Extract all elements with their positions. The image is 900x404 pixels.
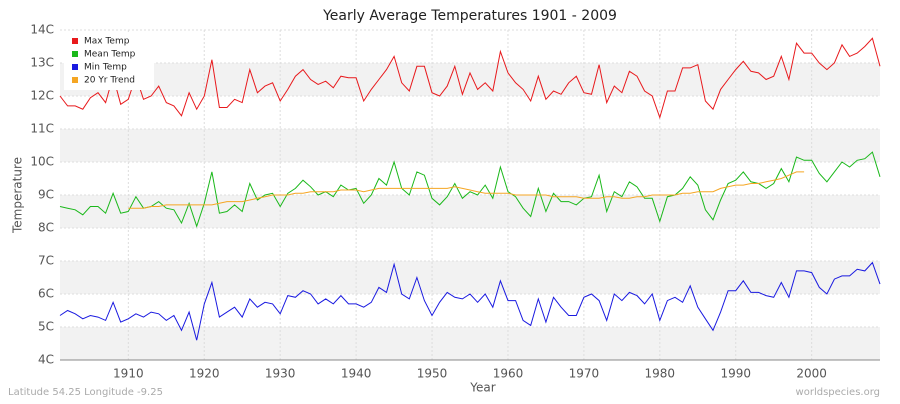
y-tick-label: 4C <box>38 353 54 367</box>
y-tick-label: 11C <box>30 122 54 136</box>
y-tick-label: 7C <box>38 254 54 268</box>
legend-swatch <box>72 64 78 70</box>
x-tick-label: 1940 <box>341 367 372 381</box>
grid-band <box>60 327 880 360</box>
x-axis-label: Year <box>469 381 495 395</box>
grid-band <box>60 195 880 228</box>
x-tick-label: 1920 <box>189 367 220 381</box>
legend-swatch <box>72 38 78 44</box>
x-tick-label: 1930 <box>265 367 296 381</box>
x-tick-label: 1910 <box>113 367 144 381</box>
y-tick-label: 5C <box>38 320 54 334</box>
x-tick-label: 1960 <box>493 367 524 381</box>
x-tick-label: 1950 <box>417 367 448 381</box>
grid-band <box>60 129 880 162</box>
series-line <box>59 37 881 120</box>
y-tick-label: 10C <box>30 155 54 169</box>
y-tick-label: 14C <box>30 23 54 37</box>
legend-swatch <box>72 51 78 57</box>
y-tick-label: 12C <box>30 89 54 103</box>
y-tick-label: 8C <box>38 221 54 235</box>
legend-label: Min Temp <box>84 63 127 73</box>
legend-box <box>64 32 154 90</box>
grid-band <box>60 63 880 96</box>
x-tick-label: 2000 <box>796 367 827 381</box>
x-tick-label: 1980 <box>645 367 676 381</box>
legend-swatch <box>72 77 78 83</box>
y-tick-label: 6C <box>38 287 54 301</box>
x-tick-label: 1970 <box>569 367 600 381</box>
footer-right: worldspecies.org <box>796 387 880 398</box>
y-tick-label: 9C <box>38 188 54 202</box>
series-line <box>128 171 805 209</box>
series-line <box>59 151 881 228</box>
series-line <box>59 261 881 341</box>
y-axis-label: Temperature <box>11 157 25 234</box>
footer-left: Latitude 54.25 Longitude -9.25 <box>8 387 163 398</box>
chart-title: Yearly Average Temperatures 1901 - 2009 <box>322 8 617 24</box>
grid-band <box>60 261 880 294</box>
y-tick-label: 13C <box>30 56 54 70</box>
x-tick-label: 1990 <box>720 367 751 381</box>
legend-label: Mean Temp <box>84 50 136 60</box>
legend-label: Max Temp <box>84 37 130 47</box>
legend-label: 20 Yr Trend <box>84 76 135 86</box>
